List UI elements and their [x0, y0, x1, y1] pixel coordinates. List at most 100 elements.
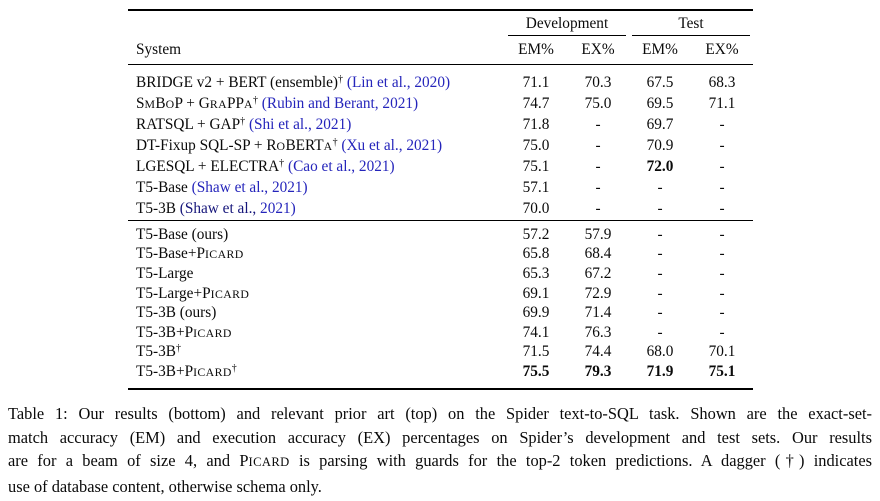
column-header-test-em: EM%	[642, 41, 678, 59]
value-cell: 75.1	[522, 158, 550, 176]
column-header-system: System	[136, 41, 182, 59]
value-cell: 57.2	[522, 225, 550, 243]
value-cell: 69.9	[522, 304, 550, 322]
system-cell: T5-Base+PICARD	[128, 245, 505, 263]
value-cell: -	[719, 264, 725, 282]
table-row: T5-3B+PICARD 74.1 76.3 - -	[128, 323, 753, 343]
column-header-dev-em: EM%	[518, 41, 554, 59]
value-cell: -	[657, 225, 663, 243]
value-cell: 69.7	[646, 116, 674, 134]
value-cell: -	[657, 179, 663, 197]
results-table: Development Test System EM% EX% EM% EX% …	[128, 9, 753, 390]
table-group-header-row: Development Test	[128, 11, 753, 36]
dagger-mark: †	[240, 116, 246, 128]
value-cell: -	[657, 323, 663, 341]
table-row: DT-Fixup SQL-SP + ROBERTA† (Xu et al., 2…	[128, 136, 753, 157]
citation-link[interactable]: (Xu et al., 2021)	[341, 137, 443, 155]
text-segment: T5-Large+P	[136, 284, 211, 302]
group-header-test-label: Test	[678, 14, 704, 32]
group-header-development-label: Development	[525, 14, 609, 32]
system-cell: T5-3B (ours)	[128, 304, 505, 322]
text-segment: T5-3B+P	[136, 362, 194, 380]
table-row: T5-Base+PICARD 65.8 68.4 - -	[128, 245, 753, 265]
column-header-dev-ex: EX%	[581, 41, 615, 59]
text-segment: P	[174, 94, 183, 112]
value-cell: -	[657, 304, 663, 322]
value-cell: -	[719, 304, 725, 322]
text-segment: T5-3B+P	[136, 323, 194, 341]
table-row: T5-Large 65.3 67.2 - -	[128, 264, 753, 284]
table-section-our-results: T5-Base (ours) 57.2 57.9- - T5-Base+PICARD 65…	[128, 219, 753, 390]
dagger-mark: †	[175, 343, 181, 355]
value-cell: 69.5	[646, 94, 674, 112]
value-cell: 79.3	[584, 362, 612, 380]
system-cell: T5-Large	[128, 265, 505, 283]
text-segment: ICARD	[248, 455, 290, 470]
text-segment: T5-3B	[136, 343, 176, 361]
citation-link[interactable]: (Cao et al., 2021)	[288, 158, 395, 176]
value-cell: 69.1	[522, 284, 550, 302]
system-cell: T5-3B (Shaw et al., 2021)	[128, 200, 505, 218]
value-cell: -	[595, 200, 601, 218]
value-cell: -	[657, 200, 663, 218]
value-cell: 75.5	[522, 362, 550, 380]
citation-link[interactable]: (Shaw et al.,	[179, 200, 257, 218]
caption-line: are for a beam of size 4, and PICARD is …	[8, 449, 872, 475]
value-cell: 70.0	[522, 200, 550, 218]
table-row: RATSQL + GAP† (Shi et al., 2021) 71.8 - 69.…	[128, 114, 753, 135]
text-segment: T5-Base+P	[136, 245, 205, 263]
group-header-development: Development	[508, 8, 626, 36]
table-column-header-row: System EM% EX% EM% EX%	[128, 36, 753, 66]
value-cell: -	[719, 245, 725, 263]
citation-link[interactable]: (Shi et al., 2021)	[248, 116, 352, 134]
value-cell: 71.1	[522, 73, 550, 91]
citation-link[interactable]: (Shaw et al., 2021)	[191, 179, 308, 197]
table-row: BRIDGE v2 + BERT (ensemble)† (Lin et al.…	[128, 72, 753, 93]
text-segment: T5-3B	[136, 200, 180, 218]
text-segment: O	[165, 96, 175, 111]
text-segment: LGESQL + ELECTRA	[136, 158, 280, 176]
citation-link[interactable]: (Rubin and Berant, 2021)	[261, 94, 419, 112]
system-cell: DT-Fixup SQL-SP + ROBERTA† (Xu et al., 2…	[128, 137, 505, 155]
citation-link[interactable]: (Lin et al., 2020)	[346, 73, 451, 91]
text-segment: RA	[209, 96, 228, 111]
table-caption: Table 1: Our results (bottom) and releva…	[8, 402, 872, 499]
text-segment: O	[276, 139, 286, 154]
value-cell: -	[719, 200, 725, 218]
system-cell: T5-Base (Shaw et al., 2021)	[128, 179, 505, 197]
value-cell: 72.0	[646, 158, 674, 176]
text-segment: DT-Fixup SQL-SP + R	[136, 137, 277, 155]
system-cell: LGESQL + ELECTRA† (Cao et al., 2021)	[128, 158, 505, 176]
value-cell: -	[719, 323, 725, 341]
value-cell: -	[657, 264, 663, 282]
table-row: T5-3B (Shaw et al., 2021) 70.0 - - -	[128, 199, 753, 220]
text-segment: ICARD	[204, 247, 244, 262]
text-segment: B	[155, 94, 166, 112]
value-cell: 65.8	[522, 245, 550, 263]
value-cell: 68.4	[584, 245, 612, 263]
text-segment: use of database content, otherwise schem…	[8, 477, 322, 497]
text-segment: is parsing with guards for the top-2 tok…	[289, 451, 872, 471]
text-segment: T5-Large	[136, 264, 194, 282]
caption-line: match accuracy (EM) and execution accura…	[8, 426, 872, 450]
dagger-mark: †	[338, 73, 344, 85]
value-cell: 67.5	[646, 73, 674, 91]
value-cell: -	[595, 179, 601, 197]
text-segment: + G	[182, 94, 210, 112]
text-segment: BRIDGE v2 + BERT (ensemble)	[136, 73, 339, 91]
text-segment: T5-3B (ours)	[136, 304, 217, 322]
text-segment: T5-Base (ours)	[136, 225, 229, 243]
system-cell: RATSQL + GAP† (Shi et al., 2021)	[128, 116, 505, 134]
table-row: T5-3B+PICARD† 75.5 79.3 71.9 75.1	[128, 362, 753, 382]
value-cell: 76.3	[584, 323, 612, 341]
value-cell: 71.4	[584, 304, 612, 322]
value-cell: 70.3	[584, 73, 612, 91]
system-cell: T5-Large+PICARD	[128, 285, 505, 303]
citation-link[interactable]: 2021)	[256, 200, 296, 218]
table-row: SMBOP + GRAPPA† (Rubin and Berant, 2021)…	[128, 93, 753, 114]
table-row: T5-3B† 71.5 74.4 68.0 70.1	[128, 343, 753, 363]
value-cell: 70.1	[708, 343, 736, 361]
value-cell: -	[719, 225, 725, 243]
value-cell: 71.1	[708, 94, 736, 112]
